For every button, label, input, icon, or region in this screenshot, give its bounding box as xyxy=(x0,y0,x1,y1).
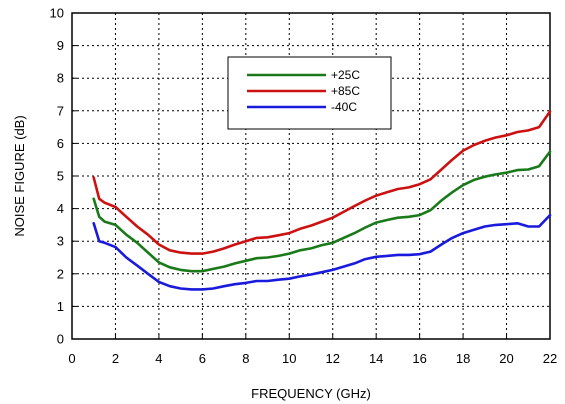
y-tick-label: 4 xyxy=(57,201,64,216)
legend-label: -40C xyxy=(331,100,357,114)
y-tick-label: 7 xyxy=(57,103,64,118)
y-tick-label: 9 xyxy=(57,38,64,53)
x-tick-label: 10 xyxy=(282,351,296,366)
y-tick-label: 3 xyxy=(57,234,64,249)
x-tick-label: 14 xyxy=(369,351,383,366)
series-line-2 xyxy=(92,110,552,255)
x-tick-label: 22 xyxy=(543,351,557,366)
x-tick-label: 18 xyxy=(456,351,470,366)
y-axis-title: NOISE FIGURE (dB) xyxy=(12,115,27,236)
x-tick-label: 12 xyxy=(325,351,339,366)
x-tick-label: 2 xyxy=(112,351,119,366)
y-tick-label: 10 xyxy=(50,6,64,21)
y-tick-label: 2 xyxy=(57,266,64,281)
y-tick-label: 6 xyxy=(57,136,64,151)
grid-lines xyxy=(72,13,550,339)
legend-label: +85C xyxy=(331,84,360,98)
series-lines xyxy=(92,110,552,291)
x-tick-label: 0 xyxy=(68,351,75,366)
y-tick-label: 0 xyxy=(57,332,64,347)
x-tick-label: 4 xyxy=(155,351,162,366)
x-tick-label: 8 xyxy=(242,351,249,366)
legend-box xyxy=(227,56,392,130)
legend: +25C +85C -40C xyxy=(227,56,392,130)
x-axis-title: FREQUENCY (GHz) xyxy=(251,386,371,401)
series-line-1 xyxy=(92,150,552,273)
x-tick-label: 16 xyxy=(412,351,426,366)
y-tick-label: 8 xyxy=(57,71,64,86)
y-tick-label: 5 xyxy=(57,169,64,184)
y-tick-label: 1 xyxy=(57,299,64,314)
x-tick-label: 20 xyxy=(499,351,513,366)
legend-label: +25C xyxy=(331,68,360,82)
series-line-3 xyxy=(92,213,552,291)
x-tick-label: 6 xyxy=(199,351,206,366)
